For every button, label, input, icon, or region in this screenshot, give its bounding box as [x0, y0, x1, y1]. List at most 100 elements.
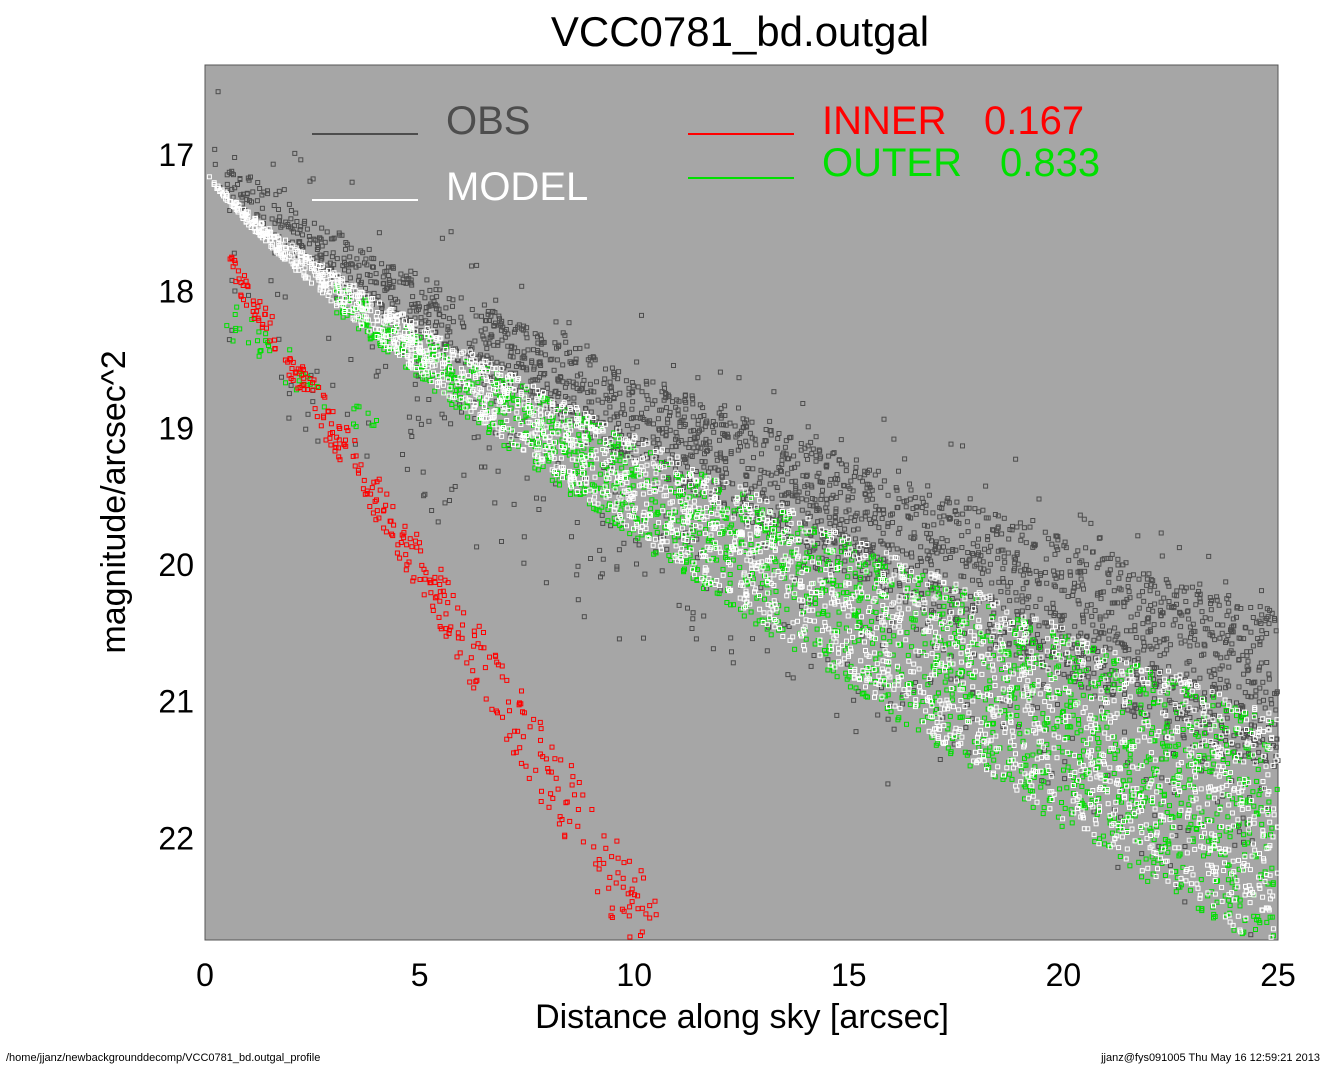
obs-point — [872, 511, 878, 517]
obs-point — [1217, 676, 1223, 682]
obs-point — [664, 448, 670, 454]
obs-point — [215, 89, 221, 95]
obs-point — [574, 572, 580, 578]
obs-point — [311, 220, 317, 226]
obs-point — [473, 313, 479, 319]
obs-point — [818, 479, 824, 485]
obs-point — [471, 435, 477, 441]
obs-point — [820, 487, 825, 493]
obs-point — [852, 518, 858, 523]
obs-point — [710, 646, 716, 652]
obs-point — [1230, 616, 1236, 622]
obs-point — [536, 507, 542, 512]
obs-point — [607, 404, 613, 410]
obs-point — [1216, 602, 1222, 608]
obs-point — [244, 190, 250, 196]
obs-point — [1070, 593, 1076, 598]
obs-point — [781, 450, 787, 456]
obs-point — [1122, 687, 1128, 693]
obs-point — [686, 445, 692, 450]
obs-point — [231, 250, 237, 256]
obs-point — [1141, 571, 1146, 577]
obs-point — [805, 424, 811, 430]
obs-point — [952, 508, 958, 514]
obs-point — [439, 322, 445, 328]
obs-point — [540, 496, 546, 502]
obs-point — [1194, 592, 1200, 597]
obs-point — [987, 561, 993, 567]
obs-point — [1084, 562, 1089, 568]
obs-point — [688, 452, 694, 458]
obs-point — [994, 531, 1000, 537]
obs-point — [903, 504, 909, 510]
obs-point — [1208, 607, 1214, 613]
obs-point — [624, 423, 630, 428]
obs-point — [804, 497, 810, 503]
obs-point — [761, 487, 767, 493]
obs-point — [722, 403, 728, 409]
obs-point — [1027, 570, 1033, 576]
obs-point — [1013, 590, 1019, 596]
obs-point — [925, 556, 931, 562]
obs-point — [235, 182, 240, 187]
obs-point — [601, 381, 607, 386]
obs-point — [1150, 608, 1156, 614]
obs-point — [1125, 576, 1131, 582]
obs-point — [1011, 554, 1017, 560]
obs-point — [824, 508, 830, 514]
obs-point — [600, 520, 606, 526]
obs-point — [602, 376, 608, 382]
obs-point — [1112, 637, 1118, 643]
obs-point — [841, 568, 847, 574]
obs-point — [1151, 676, 1157, 682]
obs-point — [407, 308, 413, 314]
obs-point — [779, 457, 785, 463]
obs-point — [282, 294, 288, 300]
obs-point — [376, 230, 382, 236]
obs-point — [1263, 689, 1269, 695]
obs-point — [1252, 723, 1257, 729]
obs-point — [562, 384, 568, 390]
obs-point — [294, 219, 300, 224]
obs-point — [415, 415, 421, 421]
obs-point — [936, 603, 942, 609]
obs-point — [1236, 829, 1242, 835]
obs-point — [1273, 707, 1279, 713]
obs-point — [759, 451, 764, 457]
obs-point — [1115, 640, 1121, 646]
obs-point — [1035, 705, 1040, 711]
obs-point — [268, 278, 274, 284]
obs-point — [1177, 825, 1183, 830]
obs-point — [967, 556, 973, 562]
obs-point — [369, 344, 375, 350]
obs-point — [1055, 670, 1061, 676]
data-points — [206, 89, 1281, 940]
obs-point — [553, 388, 559, 394]
obs-point — [543, 580, 549, 586]
obs-point — [966, 505, 972, 511]
obs-point — [1081, 516, 1087, 522]
obs-point — [1001, 554, 1007, 560]
obs-point — [909, 550, 914, 556]
obs-point — [864, 497, 870, 503]
obs-point — [375, 368, 381, 374]
obs-point — [232, 288, 238, 294]
obs-point — [580, 381, 586, 387]
obs-point — [589, 399, 595, 405]
obs-point — [1224, 678, 1230, 684]
obs-point — [685, 605, 690, 611]
obs-point — [1055, 702, 1060, 707]
obs-point — [326, 335, 332, 341]
obs-point — [752, 483, 758, 489]
obs-point — [1116, 575, 1122, 581]
obs-point — [1096, 535, 1102, 541]
obs-point — [1013, 456, 1019, 462]
obs-point — [575, 597, 581, 603]
obs-point — [965, 529, 971, 535]
obs-point — [915, 563, 920, 569]
obs-point — [1014, 524, 1020, 530]
obs-point — [863, 492, 869, 497]
obs-point — [659, 568, 665, 574]
obs-point — [414, 308, 419, 314]
obs-point — [289, 226, 295, 232]
